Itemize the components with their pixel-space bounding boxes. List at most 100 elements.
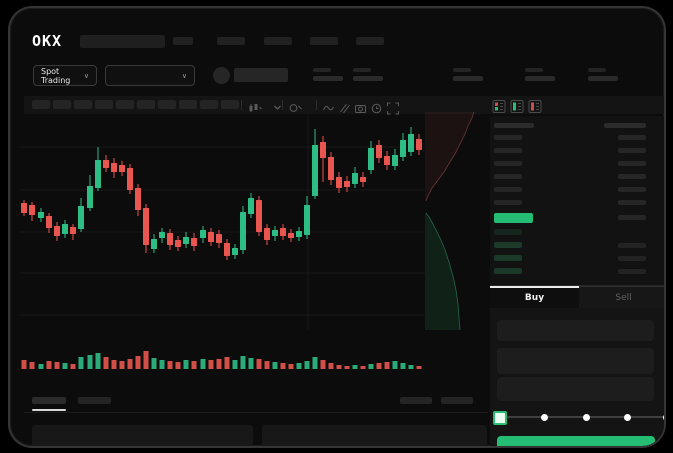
tab-sell[interactable]: Sell	[579, 286, 664, 308]
ob-ask-price-skeleton	[494, 148, 522, 153]
stat-value-skeleton	[525, 76, 555, 81]
chevron-down-icon: ∨	[83, 71, 89, 80]
book-asks-icon[interactable]	[528, 100, 542, 113]
slider-step-dot[interactable]	[624, 414, 631, 421]
ob-header-skeleton-left	[494, 123, 534, 128]
pair-name-skeleton	[234, 68, 288, 82]
toolbar-skeleton	[179, 100, 197, 109]
toolbar-skeleton	[137, 100, 155, 109]
fullscreen-icon[interactable]	[386, 100, 400, 115]
book-bids-icon[interactable]	[510, 100, 524, 113]
tab-buy[interactable]: Buy	[490, 286, 579, 308]
divider	[24, 412, 488, 413]
ob-ask-price-skeleton	[494, 135, 522, 140]
order-form-field-1[interactable]	[497, 320, 654, 341]
interval-chevron-icon[interactable]	[270, 102, 284, 115]
stat-label-skeleton	[353, 68, 371, 72]
logo-adjacent-skeleton	[80, 35, 165, 48]
bottom-input-block-1[interactable]	[32, 425, 253, 446]
ob-ask-amount-skeleton	[618, 174, 646, 179]
ob-bid-amount-skeleton	[618, 243, 646, 248]
draw-tool-icon[interactable]	[338, 102, 352, 115]
order-form-field-2[interactable]	[497, 348, 654, 374]
pair-select-dropdown[interactable]: ∨	[105, 65, 195, 86]
toolbar-skeleton	[74, 100, 92, 109]
slider-step-dot[interactable]	[663, 414, 664, 421]
slider-step-dot[interactable]	[541, 414, 548, 421]
ob-ask-price-skeleton	[494, 174, 522, 179]
toolbar-skeleton	[95, 100, 113, 109]
ob-ask-price-skeleton	[494, 200, 522, 205]
interval-chevron-icon[interactable]	[270, 100, 284, 113]
nav-item-skeleton	[310, 37, 338, 45]
market-type-dropdown[interactable]: Spot Trading ∨	[33, 65, 97, 86]
divider	[490, 285, 664, 286]
ob-ask-amount-skeleton	[618, 135, 646, 140]
slider-step-dot[interactable]	[583, 414, 590, 421]
bottom-tab-skeleton	[32, 397, 66, 404]
toolbar-skeleton	[32, 100, 50, 109]
draw-tool-icon[interactable]	[338, 100, 352, 115]
book-combined-icon[interactable]	[492, 98, 506, 113]
ob-bid-amount-skeleton	[618, 269, 646, 274]
indicators-icon[interactable]	[288, 102, 302, 115]
toolbar-skeleton	[53, 100, 71, 109]
ob-ask-amount-skeleton	[618, 200, 646, 205]
bottom-tab-active-underline	[32, 409, 66, 411]
ob-ask-price-skeleton	[494, 161, 522, 166]
ob-bid-price-skeleton	[494, 242, 522, 248]
candle-style-icon[interactable]	[248, 100, 262, 113]
history-clock-icon[interactable]	[370, 100, 384, 115]
bottom-input-block-2[interactable]	[262, 425, 487, 446]
ob-last-price-bar	[494, 213, 533, 223]
candle-style-icon[interactable]	[248, 102, 262, 115]
toolbar-skeleton	[116, 100, 134, 109]
nav-item-skeleton	[217, 37, 245, 45]
stat-value-skeleton	[588, 76, 618, 81]
ob-ask-amount-skeleton	[618, 187, 646, 192]
stat-value-skeleton	[313, 76, 343, 81]
ob-ask-amount-skeleton	[618, 148, 646, 153]
ob-bid-price-skeleton	[494, 268, 522, 274]
toolbar-skeleton	[200, 100, 218, 109]
chevron-down-icon: ∨	[181, 71, 187, 80]
ob-bid-price-skeleton	[494, 255, 522, 261]
stat-value-skeleton	[453, 76, 483, 81]
stat-label-skeleton	[453, 68, 471, 72]
indicators-icon[interactable]	[288, 100, 302, 113]
buy-submit-button[interactable]	[497, 436, 655, 446]
wave-tool-icon[interactable]	[322, 100, 336, 113]
ob-bid-amount-skeleton	[618, 256, 646, 261]
book-combined-icon[interactable]	[492, 100, 506, 113]
camera-icon[interactable]	[354, 100, 368, 113]
ob-bid-price-skeleton	[494, 229, 522, 235]
amount-slider-track[interactable]	[499, 416, 664, 418]
order-form-field-3[interactable]	[497, 377, 654, 401]
stat-value-skeleton	[353, 76, 383, 81]
history-clock-icon[interactable]	[370, 102, 384, 115]
market-type-label: Spot Trading	[41, 66, 71, 85]
app-window: OKX Spot Trading ∨ ∨ Buy Sell	[10, 8, 664, 446]
nav-item-skeleton	[173, 37, 193, 45]
ob-last-price-amount-skeleton	[618, 215, 646, 220]
book-asks-icon[interactable]	[528, 98, 542, 113]
toolbar-separator	[282, 100, 283, 110]
ob-ask-price-skeleton	[494, 187, 522, 192]
pair-avatar[interactable]	[213, 67, 230, 84]
nav-item-skeleton	[264, 37, 292, 45]
ob-ask-amount-skeleton	[618, 161, 646, 166]
toolbar-separator	[241, 100, 242, 110]
okx-logo: OKX	[32, 32, 63, 50]
book-bids-icon[interactable]	[510, 98, 524, 113]
toolbar-skeleton	[158, 100, 176, 109]
amount-slider-handle[interactable]	[493, 411, 507, 425]
stat-label-skeleton	[588, 68, 606, 72]
toolbar-skeleton	[221, 100, 239, 109]
wave-tool-icon[interactable]	[322, 102, 336, 115]
toolbar-separator	[316, 100, 317, 110]
bottom-tab-skeleton	[78, 397, 111, 404]
bottom-right-skeleton	[400, 397, 432, 404]
fullscreen-icon[interactable]	[386, 102, 400, 115]
ob-header-skeleton-right	[604, 123, 646, 128]
camera-icon[interactable]	[354, 102, 368, 115]
